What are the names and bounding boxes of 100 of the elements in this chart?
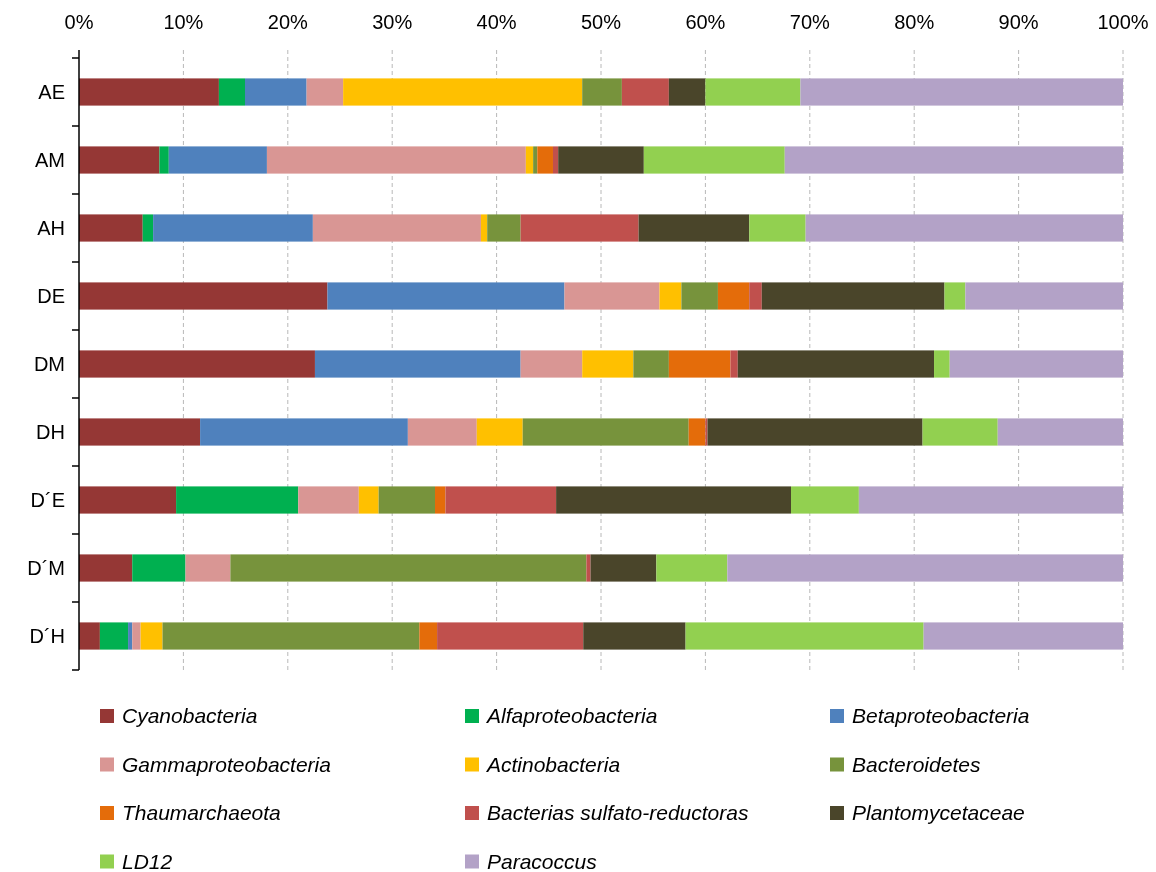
bar [168,146,267,174]
bar [997,418,1123,446]
bar [707,418,923,446]
bar [312,214,481,242]
bar [230,554,587,582]
y-tick-label: D´H [29,625,65,647]
bar [944,282,966,310]
bar [185,554,231,582]
bar [582,350,634,378]
bar [727,554,1123,582]
bar [556,486,792,514]
x-tick-label: 10% [163,11,204,33]
bar [582,78,622,106]
legend-label: Plantomycetaceae [852,801,1025,824]
bar [162,622,420,650]
bar [132,622,141,650]
legend-label: Cyanobacteria [122,704,258,727]
bar [79,622,100,650]
bar [638,214,750,242]
bar [266,146,526,174]
y-tick-label: AE [38,81,65,103]
x-tick-label: 90% [998,11,1039,33]
bar [688,418,706,446]
y-tick-label: DE [37,285,65,307]
bar [705,78,801,106]
bar [79,554,133,582]
bar [99,622,129,650]
bar [79,418,201,446]
y-tick-label: AM [35,149,65,171]
bar [784,146,1123,174]
bar [558,146,644,174]
legend-label: Gammaproteobacteria [122,752,331,776]
bar [586,554,591,582]
bar [668,350,731,378]
bar [525,146,534,174]
x-tick-label: 100% [1097,11,1149,33]
bar [327,282,565,310]
x-tick-label: 40% [476,11,517,33]
bar [668,78,706,106]
x-tick-label: 60% [685,11,726,33]
bar [520,214,639,242]
bar [705,418,708,446]
bar [656,554,728,582]
bar [487,214,521,242]
bar [153,214,313,242]
bar [805,214,1123,242]
y-tick-label: AH [37,217,65,239]
bar [298,486,359,514]
legend-label: Alfaproteobacteria [485,704,658,727]
legend-label: Bacterias sulfato-reductoras [487,801,749,824]
bar [245,78,307,106]
bar [79,350,315,378]
legend-label: Thaumarchaeota [122,801,281,824]
bar [176,486,299,514]
bar [800,78,1123,106]
bar [791,486,859,514]
bar [583,622,686,650]
x-tick-label: 30% [372,11,413,33]
bar [685,622,924,650]
bar [717,282,750,310]
x-tick-label: 70% [789,11,831,33]
bar [79,78,219,106]
bar [79,146,160,174]
bar [965,282,1123,310]
bar [934,350,950,378]
x-tick-label: 20% [267,11,309,33]
legend-label: Bacteroidetes [852,752,981,776]
x-tick-label: 0% [64,11,94,33]
bar [358,486,379,514]
bar [140,622,163,650]
bar [730,350,738,378]
bar [200,418,408,446]
bar [437,622,584,650]
bar [520,350,583,378]
legend-label: Betaproteobacteria [852,704,1030,727]
bar [564,282,660,310]
bar [419,622,438,650]
bar [445,486,557,514]
bar [537,146,553,174]
bar [128,622,133,650]
bar [858,486,1123,514]
bar [922,418,998,446]
bar [132,554,186,582]
legend-label: LD12 [122,849,173,872]
bar [79,214,143,242]
bar [659,282,682,310]
bar [761,282,945,310]
y-tick-label: DM [33,353,65,375]
bar [533,146,538,174]
y-tick-label: D´M [27,557,65,579]
bar [749,214,806,242]
bar [435,486,446,514]
bar [552,146,559,174]
bar [79,486,177,514]
bar [590,554,657,582]
bar [923,622,1123,650]
bar [643,146,785,174]
bar [949,350,1123,378]
bar [343,78,583,106]
bar [306,78,344,106]
